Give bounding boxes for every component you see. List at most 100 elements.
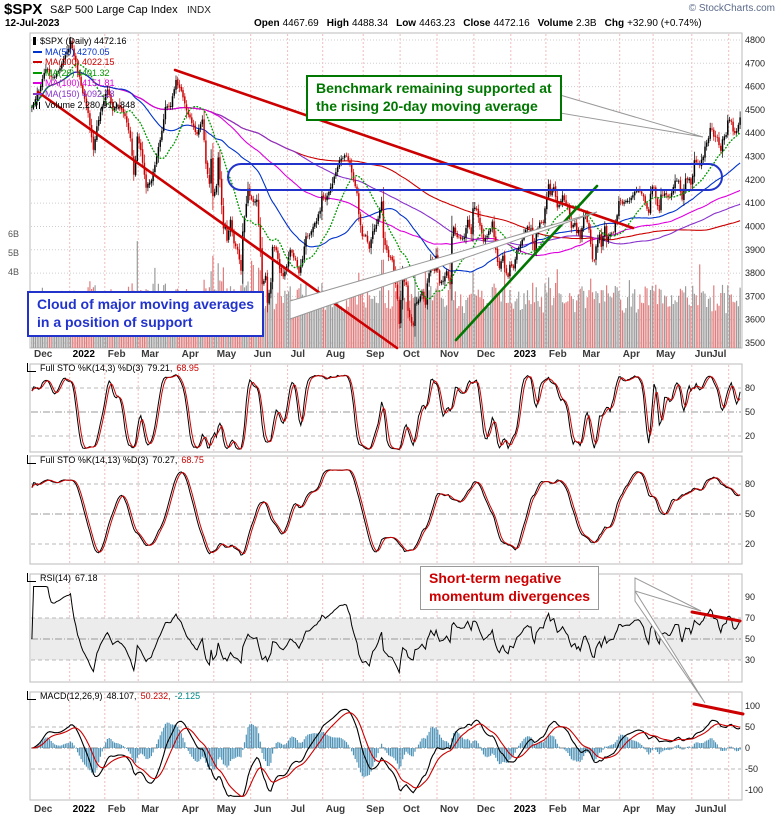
copyright-label: © StockCharts.com xyxy=(688,3,775,14)
month-label: Jun xyxy=(694,349,713,360)
legend-entry: MA(150) 4092.18 xyxy=(33,89,135,100)
month-label: 2022 xyxy=(72,804,95,815)
quote-field-label: Volume xyxy=(537,18,574,29)
indicator-icon xyxy=(27,455,36,464)
indicator-value: 79.21, xyxy=(147,363,173,373)
svg-text:0: 0 xyxy=(745,743,750,753)
svg-text:3500: 3500 xyxy=(745,338,765,348)
month-label: May xyxy=(216,349,237,360)
axis-labels: 4800 4700 4600 4500 4400 4300 4200 4100 4000 3900… xyxy=(8,35,765,795)
quote-field-label: High xyxy=(326,18,349,29)
month-label: Oct xyxy=(403,804,420,815)
month-label: 2022 xyxy=(72,349,95,360)
month-label: May xyxy=(656,349,676,360)
svg-text:80: 80 xyxy=(745,479,755,489)
svg-text:5B: 5B xyxy=(8,248,19,258)
svg-text:100: 100 xyxy=(745,701,760,711)
quote-field-value: +32.90 (+0.74%) xyxy=(627,18,702,29)
svg-text:3700: 3700 xyxy=(745,291,765,301)
indicator-title: RSI(14) xyxy=(40,573,72,583)
svg-text:50: 50 xyxy=(745,634,755,644)
annotation-text-line: momentum divergences xyxy=(429,587,591,604)
callout-wedges xyxy=(289,94,706,704)
annotation-text-line: the rising 20-day moving average xyxy=(316,97,538,114)
svg-text:4100: 4100 xyxy=(745,198,765,208)
svg-text:3600: 3600 xyxy=(745,315,765,325)
month-label: Apr xyxy=(181,349,199,360)
svg-text:4300: 4300 xyxy=(745,152,765,162)
month-label: Jul xyxy=(290,349,306,360)
month-label: Jun xyxy=(253,349,272,360)
month-label: 2023 xyxy=(513,349,537,360)
ma-line-icon xyxy=(33,92,42,95)
month-label: Mar xyxy=(582,804,601,815)
indicator-icon xyxy=(27,691,36,700)
month-label: Oct xyxy=(403,349,420,360)
annotation-ma-cloud: Cloud of major moving averages in a posi… xyxy=(27,291,265,337)
legend-entry: Volume 2,280,910,848 xyxy=(33,100,135,111)
sto-slow-series xyxy=(31,469,741,556)
svg-text:90: 90 xyxy=(745,592,755,602)
svg-text:30: 30 xyxy=(745,655,755,665)
month-label: Jul xyxy=(712,349,727,360)
x-axis-months-bottom: Dec 2022 Feb Mar Apr May Jun Jul Aug Sep Oct Nov Dec… xyxy=(0,804,780,816)
month-label: Feb xyxy=(107,804,126,815)
month-label: Sep xyxy=(366,804,385,815)
indicator-value: 70.27, xyxy=(152,455,178,465)
month-label: Dec xyxy=(34,349,53,360)
svg-text:4700: 4700 xyxy=(745,58,765,68)
indicator-panel-header: MACD(12,26,9) 48.107, 50.232, -2.125 xyxy=(27,691,200,701)
annotation-text-line: Benchmark remaining supported at xyxy=(316,80,552,96)
sto-fast-series xyxy=(31,374,741,451)
svg-text:70: 70 xyxy=(745,613,755,623)
indicator-value: 68.95 xyxy=(176,363,199,373)
month-label: Aug xyxy=(325,349,346,360)
quote-field-value: 4463.23 xyxy=(419,18,456,29)
svg-text:3800: 3800 xyxy=(745,268,765,278)
quote-field-label: Open xyxy=(254,18,280,29)
indicator-icon xyxy=(27,573,36,582)
month-label: Jun xyxy=(694,804,713,815)
svg-text:20: 20 xyxy=(745,539,755,549)
quote-field-value: 2.3B xyxy=(576,18,597,29)
month-label: Jul xyxy=(290,804,306,815)
legend-label: MA(20) 4401.32 xyxy=(45,67,110,78)
divergence-lines xyxy=(690,610,745,716)
legend-entry: MA(20) 4401.32 xyxy=(33,68,135,79)
month-label: Jul xyxy=(712,804,727,815)
annotation-text-line: in a position of support xyxy=(37,313,193,330)
svg-text:4200: 4200 xyxy=(745,175,765,185)
month-label: Nov xyxy=(439,349,459,360)
ma-line-icon xyxy=(33,50,42,53)
quote-field-value: 4467.69 xyxy=(282,18,319,29)
svg-text:-100: -100 xyxy=(745,785,763,795)
legend-label: MA(50) 4270.05 xyxy=(45,46,110,57)
quote-field-label: Low xyxy=(396,18,417,29)
volume-icon xyxy=(33,101,42,109)
quote-field-label: Chg xyxy=(604,18,625,29)
month-label: Apr xyxy=(622,804,640,815)
annotation-momentum-divergence: Short-term negative momentum divergences xyxy=(420,566,600,610)
trendline-annotations xyxy=(36,68,723,350)
candlesticks xyxy=(31,36,741,337)
legend-entry: $SPX (Daily) 4472.16 xyxy=(33,36,135,47)
month-label: May xyxy=(656,804,676,815)
month-label: Dec xyxy=(476,349,496,360)
month-label: Feb xyxy=(548,804,567,815)
svg-text:-50: -50 xyxy=(745,764,758,774)
grid-layer xyxy=(29,32,743,801)
legend-label: Volume 2,280,910,848 xyxy=(45,99,136,110)
quote-field-value: 4472.16 xyxy=(493,18,530,29)
ma-line-icon xyxy=(33,82,42,85)
symbol-exchange: INDX xyxy=(187,5,211,16)
month-label: Apr xyxy=(622,349,640,360)
legend-entry: MA(200) 4022.15 xyxy=(33,57,135,68)
month-label: Nov xyxy=(439,804,459,815)
svg-text:4500: 4500 xyxy=(745,105,765,115)
indicator-panel-header: RSI(14) 67.18 xyxy=(27,573,98,583)
month-label: Sep xyxy=(366,349,385,360)
symbol-name: S&P 500 Large Cap Index xyxy=(50,4,178,16)
month-label: Mar xyxy=(582,349,601,360)
